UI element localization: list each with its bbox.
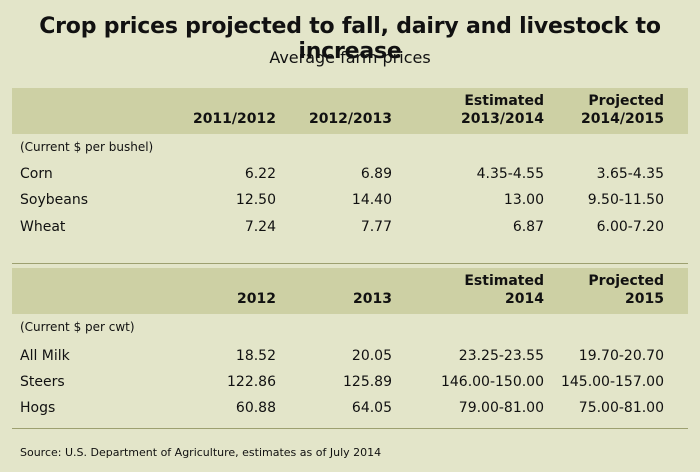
table-cell: 6.00-7.20 (596, 219, 664, 235)
table-cell: 125.89 (343, 374, 392, 390)
table-row: Steers 122.86 125.89 146.00-150.00 145.0… (12, 370, 688, 396)
column-header: 2015 (625, 291, 664, 307)
table-cell: 6.87 (512, 219, 544, 235)
table-cell: 14.40 (351, 192, 392, 208)
row-label: Steers (20, 374, 65, 390)
table-cell: 18.52 (235, 348, 276, 364)
column-header: 2013 (353, 291, 392, 307)
row-label: Corn (20, 166, 53, 182)
table-row: Soybeans 12.50 14.40 13.00 9.50-11.50 (12, 188, 688, 214)
section-divider (12, 263, 688, 264)
row-label: Hogs (20, 400, 56, 416)
column-header: 2012/2013 (308, 111, 392, 127)
table-cell: 9.50-11.50 (587, 192, 664, 208)
table-cell: 146.00-150.00 (440, 374, 544, 390)
page-title: Crop prices projected to fall, dairy and… (39, 14, 661, 64)
table-cell: 3.65-4.35 (596, 166, 664, 182)
table-cell: 7.24 (244, 219, 276, 235)
table-cell: 75.00-81.00 (578, 400, 664, 416)
unit-label: (Current $ per cwt) (20, 320, 135, 334)
column-header: 2012 (237, 291, 276, 307)
column-header: 2011/2012 (192, 111, 276, 127)
table-cell: 19.70-20.70 (578, 348, 664, 364)
table-cell: 7.77 (360, 219, 392, 235)
table-cell: 6.89 (360, 166, 392, 182)
row-label: All Milk (20, 348, 70, 364)
column-header: Projected (588, 93, 664, 109)
table-cell: 20.05 (351, 348, 392, 364)
column-header: 2013/2014 (460, 111, 544, 127)
row-label: Wheat (20, 219, 66, 235)
page-subtitle: Average farm prices (269, 48, 431, 67)
column-header: Projected (588, 273, 664, 289)
table-row: Corn 6.22 6.89 4.35-4.55 3.65-4.35 (12, 162, 688, 188)
table-cell: 79.00-81.00 (458, 400, 544, 416)
table-cell: 122.86 (227, 374, 276, 390)
table-row: Wheat 7.24 7.77 6.87 6.00-7.20 (12, 215, 688, 241)
table-cell: 13.00 (503, 192, 544, 208)
table-cell: 23.25-23.55 (458, 348, 544, 364)
column-header: 2014/2015 (580, 111, 664, 127)
crops-header-row: 2011/2012 2012/2013 Estimated 2013/2014 … (12, 88, 688, 134)
column-header: Estimated (464, 273, 544, 289)
table-row: All Milk 18.52 20.05 23.25-23.55 19.70-2… (12, 344, 688, 370)
table-cell: 12.50 (235, 192, 276, 208)
table-row: Hogs 60.88 64.05 79.00-81.00 75.00-81.00 (12, 396, 688, 422)
livestock-header-row: 2012 2013 Estimated 2014 Projected 2015 (12, 268, 688, 314)
table-cell: 145.00-157.00 (560, 374, 664, 390)
row-label: Soybeans (20, 192, 88, 208)
column-header: 2014 (505, 291, 544, 307)
table-cell: 64.05 (351, 400, 392, 416)
table-cell: 4.35-4.55 (476, 166, 544, 182)
source-note: Source: U.S. Department of Agriculture, … (20, 446, 382, 459)
table-cell: 6.22 (244, 166, 276, 182)
column-header: Estimated (464, 93, 544, 109)
section-divider (12, 428, 688, 429)
table-cell: 60.88 (235, 400, 276, 416)
unit-label: (Current $ per bushel) (20, 140, 154, 154)
crops-table: 2011/2012 2012/2013 Estimated 2013/2014 … (12, 88, 688, 235)
livestock-table: 2012 2013 Estimated 2014 Projected 2015 … (12, 268, 688, 416)
